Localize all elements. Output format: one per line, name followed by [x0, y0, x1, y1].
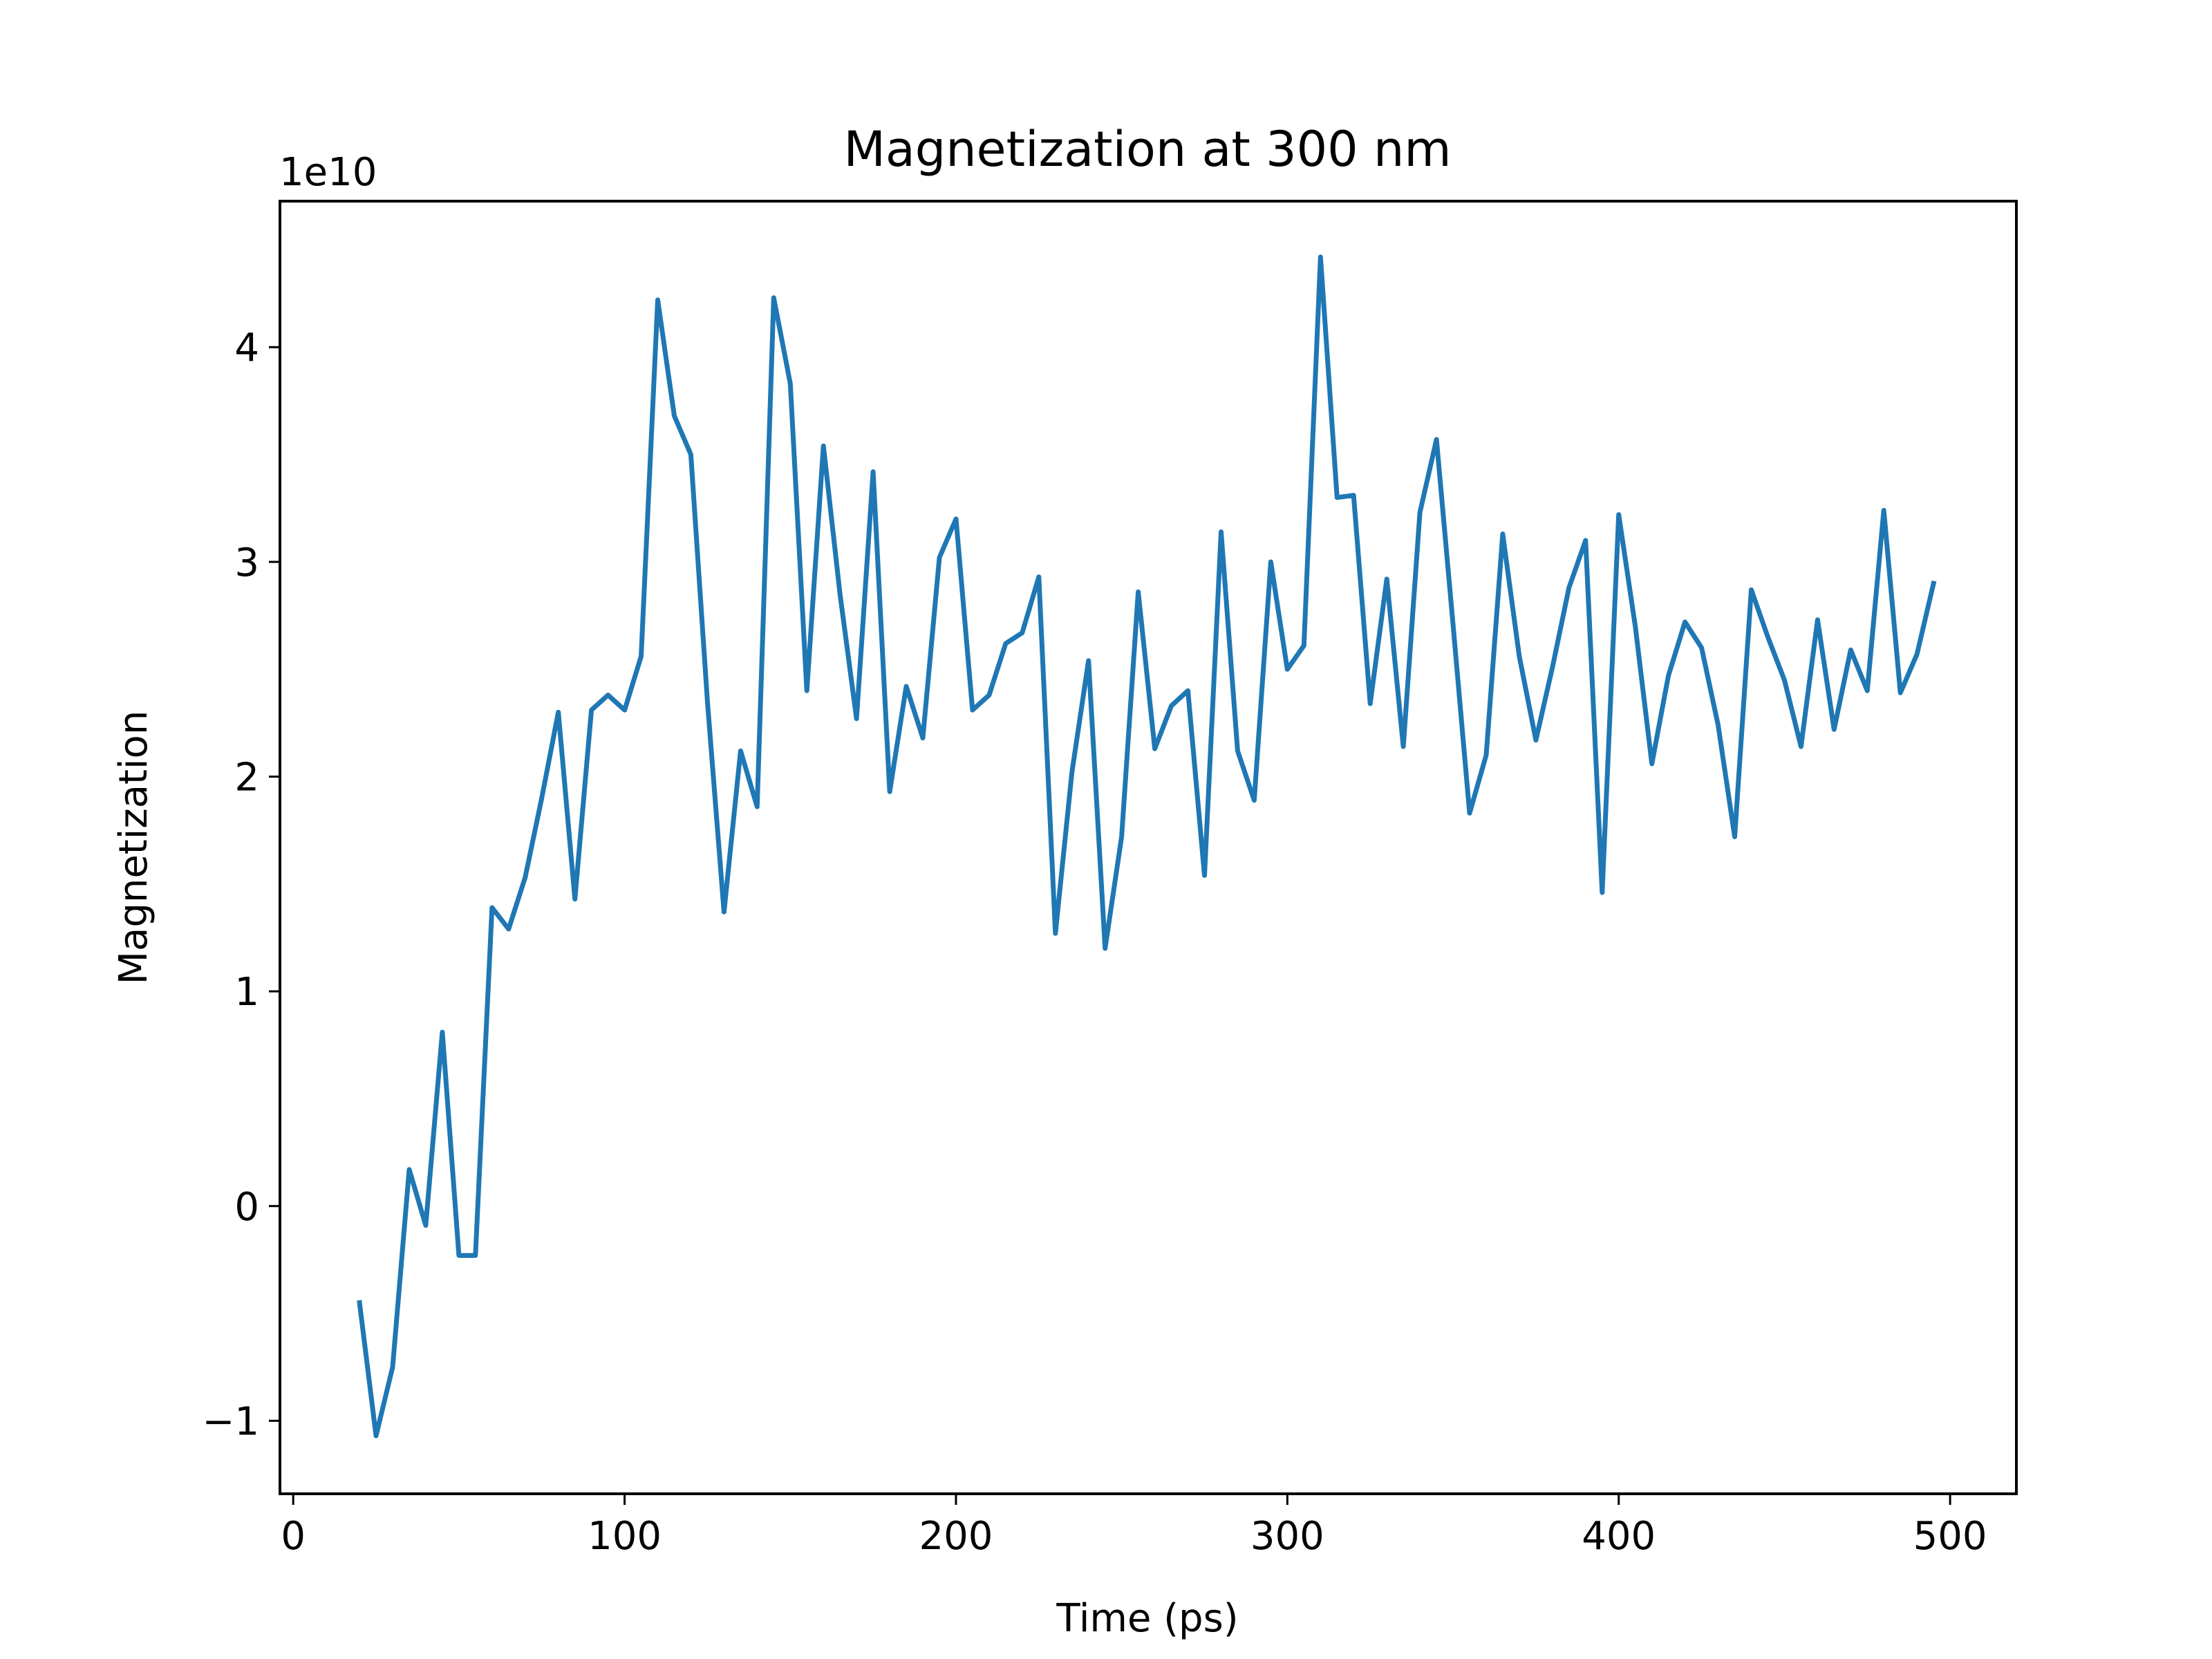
- x-tick-label: 300: [1250, 1514, 1324, 1559]
- series-line: [357, 254, 1937, 1438]
- plot-frame: [279, 200, 2018, 1495]
- x-axis-title: Time (ps): [1056, 1596, 1238, 1641]
- y-tick-label: 1: [234, 970, 259, 1015]
- y-axis-ticks: −1 0 1 2 3 4: [202, 326, 280, 1444]
- y-multiplier-label: 1e10: [279, 150, 377, 195]
- x-tick-label: 500: [1913, 1514, 1987, 1559]
- x-tick-label: 0: [281, 1514, 306, 1559]
- y-tick-label: 4: [234, 326, 259, 371]
- y-tick-label: 3: [234, 541, 259, 585]
- y-axis-title: Magnetization: [111, 711, 156, 985]
- x-tick-label: 100: [588, 1514, 662, 1559]
- y-tick-label: 0: [234, 1185, 259, 1230]
- x-axis-ticks: 0 100 200 300 400 500: [281, 1494, 1987, 1559]
- chart-title: Magnetization at 300 nm: [843, 121, 1451, 178]
- x-tick-label: 400: [1582, 1514, 1656, 1559]
- y-tick-label: 2: [234, 755, 259, 800]
- y-tick-label: −1: [202, 1399, 259, 1444]
- x-tick-label: 200: [919, 1514, 993, 1559]
